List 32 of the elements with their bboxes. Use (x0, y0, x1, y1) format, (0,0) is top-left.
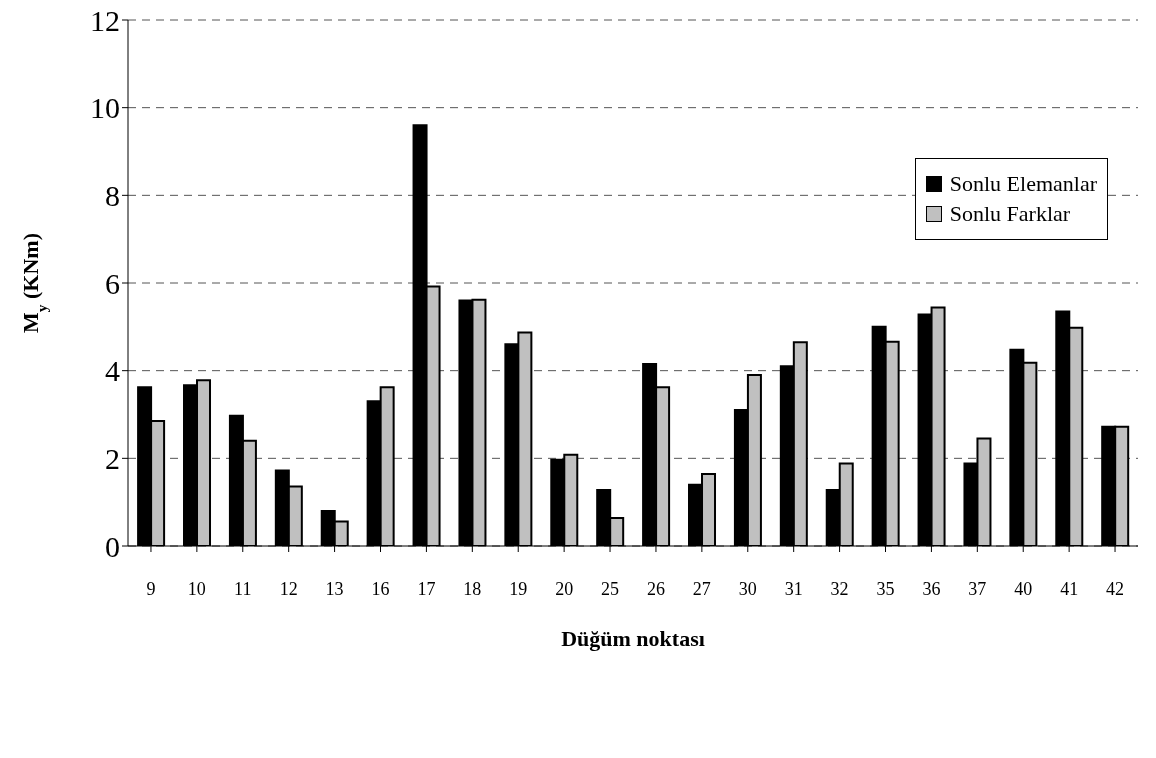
x-tick-label: 41 (1060, 578, 1079, 599)
legend-label: Sonlu Farklar (949, 201, 1071, 227)
x-tick-label: 27 (692, 578, 711, 599)
y-tick-label: 4 (105, 354, 120, 388)
x-tick-label: 16 (371, 578, 390, 599)
x-tick-label: 10 (187, 578, 206, 599)
y-tick-label: 6 (105, 266, 120, 300)
x-tick-label: 13 (325, 578, 344, 599)
x-tick-label: 17 (417, 578, 436, 599)
y-tick-label: 0 (105, 529, 120, 563)
x-tick-label: 31 (784, 578, 803, 599)
x-tick-label: 12 (279, 578, 298, 599)
x-tick-label: 20 (555, 578, 574, 599)
x-tick-label: 35 (876, 578, 895, 599)
x-tick-label: 25 (601, 578, 620, 599)
x-tick-label: 30 (738, 578, 757, 599)
x-tick-label: 42 (1106, 578, 1125, 599)
x-axis-title: Düğüm noktası (561, 626, 705, 651)
x-tick-label: 18 (463, 578, 482, 599)
y-tick-label: 10 (90, 91, 120, 125)
legend-label: Sonlu Elemanlar (949, 171, 1097, 197)
x-tick-label: 19 (509, 578, 528, 599)
x-tick-label: 9 (146, 578, 156, 599)
y-tick-label: 12 (90, 3, 120, 37)
y-tick-label: 2 (105, 441, 120, 475)
y-tick-label: 8 (105, 178, 120, 212)
x-tick-label: 11 (234, 578, 252, 599)
x-tick-label: 40 (1014, 578, 1033, 599)
x-tick-label: 36 (922, 578, 941, 599)
x-tick-label: 32 (830, 578, 849, 599)
x-tick-label: 26 (646, 578, 665, 599)
x-tick-label: 37 (968, 578, 987, 599)
